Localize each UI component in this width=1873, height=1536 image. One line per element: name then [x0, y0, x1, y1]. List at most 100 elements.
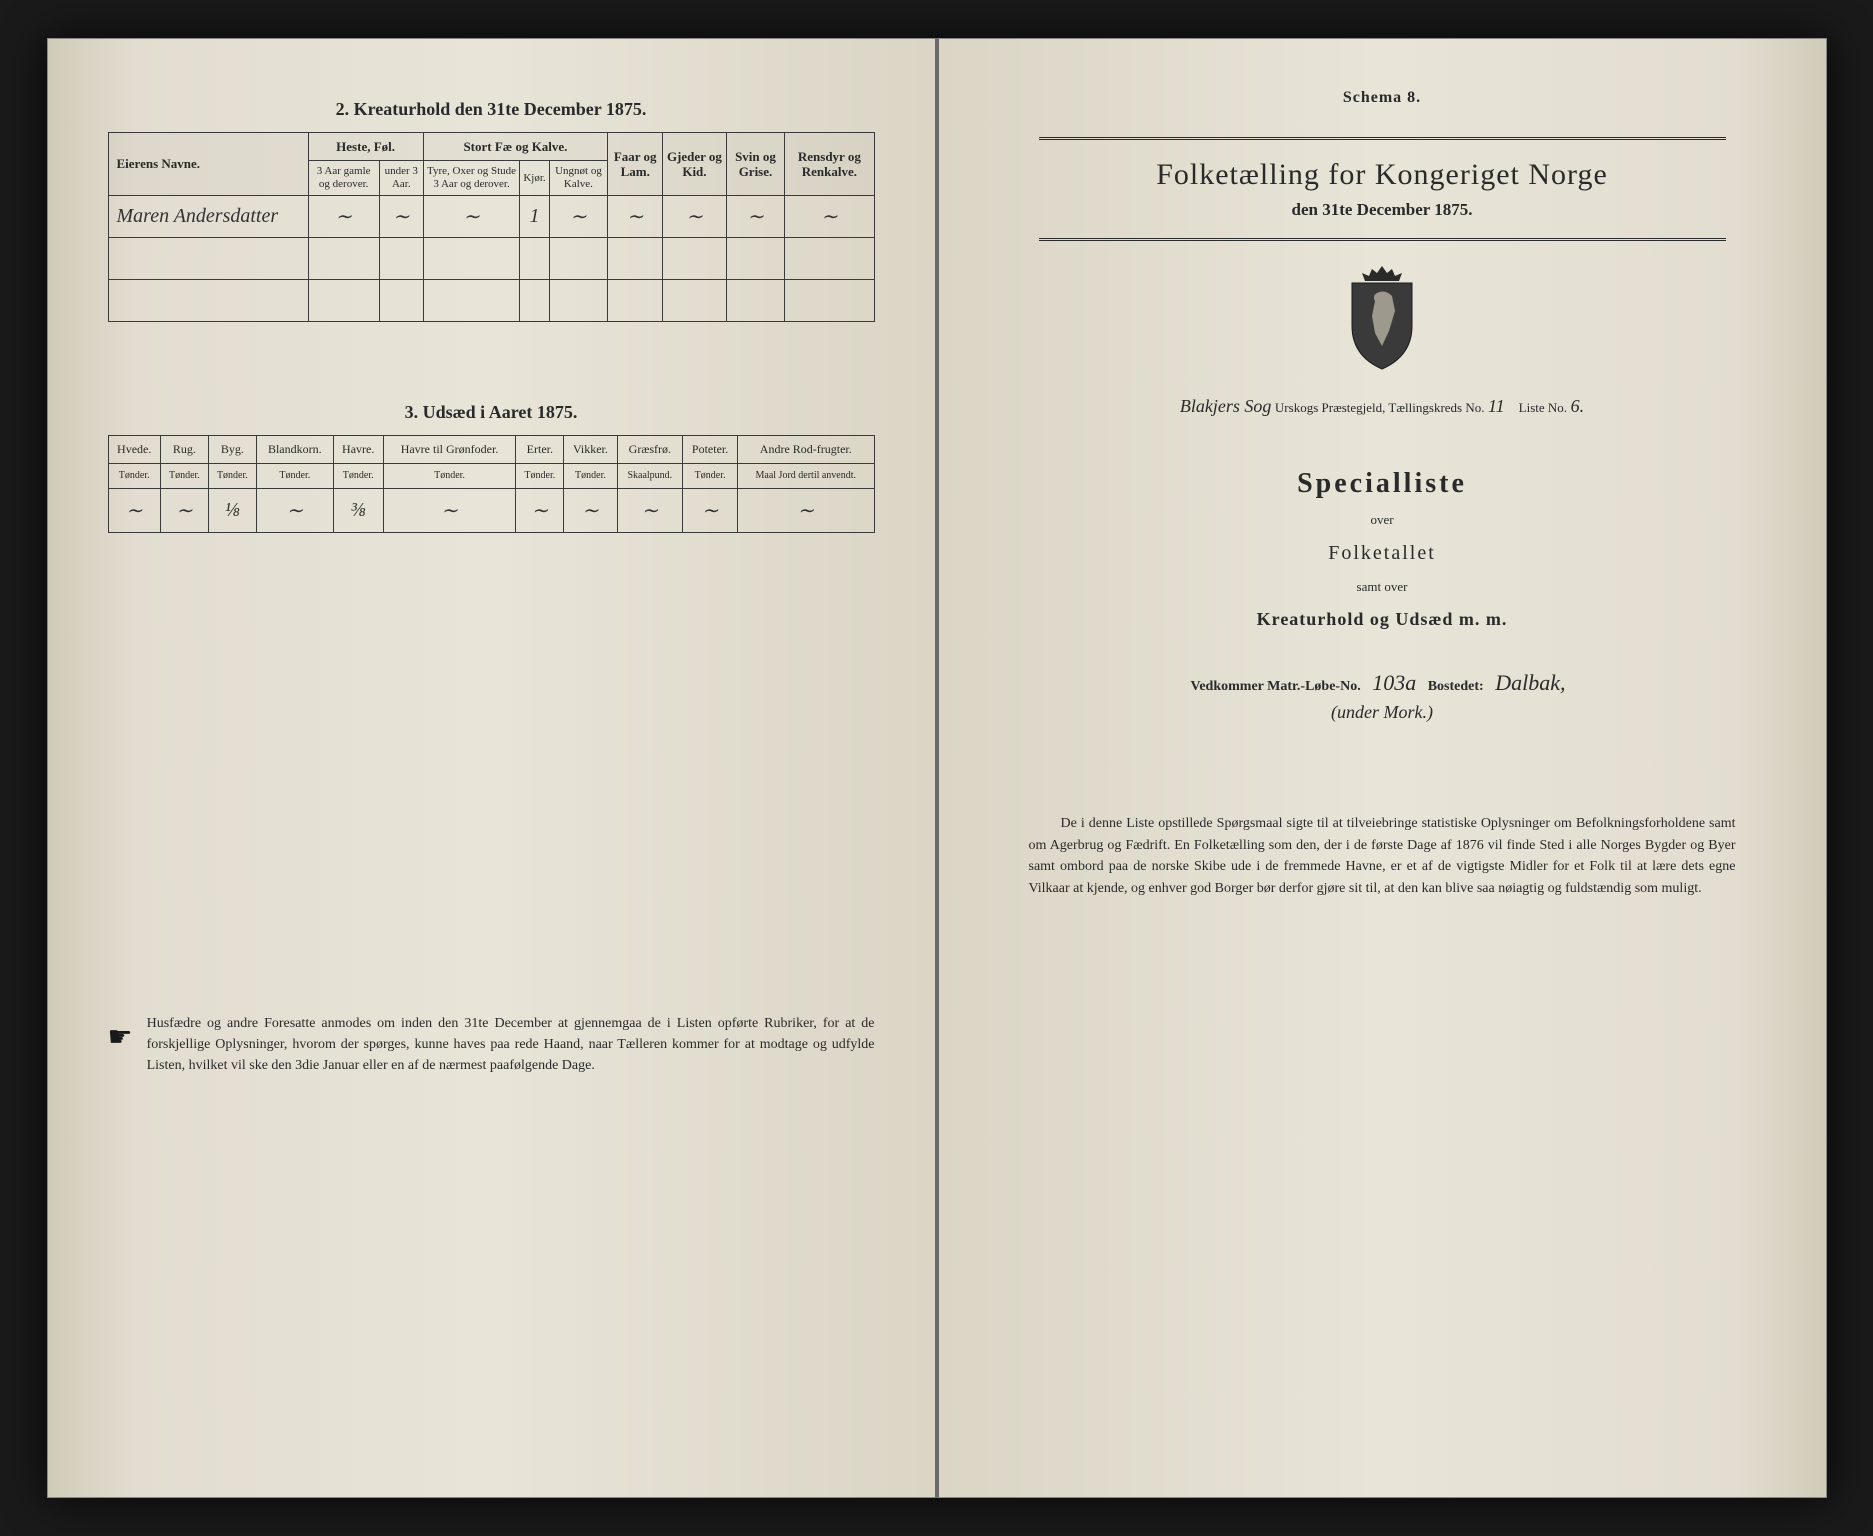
cell: [520, 280, 549, 322]
cell: 1: [520, 196, 549, 238]
unit: Tønder.: [208, 463, 256, 488]
cell: [663, 280, 727, 322]
cell: [785, 238, 874, 280]
left-page: 2. Kreaturhold den 31te December 1875. E…: [47, 38, 937, 1498]
col-sheep: Faar og Lam.: [608, 133, 663, 196]
section3-title: 3. Udsæd i Aaret 1875.: [108, 402, 875, 423]
col: Hvede.: [108, 436, 160, 463]
bosted-label: Bostedet:: [1428, 679, 1484, 694]
cell: ∼: [423, 196, 520, 238]
list-no: 6.: [1571, 396, 1585, 416]
census-title: Folketælling for Kongeriget Norge: [1039, 158, 1726, 192]
col-swine: Svin og Grise.: [726, 133, 785, 196]
unit: Tønder.: [383, 463, 516, 488]
cell: ∼: [726, 196, 785, 238]
table-row: [108, 280, 874, 322]
cell: [608, 238, 663, 280]
table-row: Maren Andersdatter ∼ ∼ ∼ 1 ∼ ∼ ∼ ∼ ∼: [108, 196, 874, 238]
table-row: [108, 238, 874, 280]
col: Poteter.: [683, 436, 738, 463]
table-subheader-row: Tønder. Tønder. Tønder. Tønder. Tønder. …: [108, 463, 874, 488]
cell: [423, 238, 520, 280]
kreatur-label: Kreaturhold og Udsæd m. m.: [999, 609, 1766, 630]
cell: ∼: [617, 488, 683, 532]
cell: ∼: [379, 196, 423, 238]
census-date: den 31te December 1875.: [1039, 200, 1726, 220]
cell: [785, 280, 874, 322]
parish-label: Urskogs Præstegjeld, Tællingskreds No.: [1275, 400, 1485, 415]
cell: ∼: [785, 196, 874, 238]
pointing-hand-icon: ☛: [108, 1017, 133, 1059]
sub-h2: under 3 Aar.: [379, 161, 423, 196]
sub-h5: Ungnøt og Kalve.: [549, 161, 608, 196]
cell: ⅛: [208, 488, 256, 532]
col: Byg.: [208, 436, 256, 463]
col-horses: Heste, Føl.: [308, 133, 423, 161]
cell: [108, 238, 308, 280]
district-no: 11: [1488, 396, 1505, 416]
footnote-text: Husfædre og andre Foresatte anmodes om i…: [147, 1013, 875, 1076]
right-page: Schema 8. Folketælling for Kongeriget No…: [937, 38, 1827, 1498]
samt-label: samt over: [999, 579, 1766, 595]
unit: Tønder.: [683, 463, 738, 488]
owner-name: Maren Andersdatter: [108, 196, 308, 238]
coat-of-arms-icon: [999, 261, 1766, 376]
cell: ∼: [549, 196, 608, 238]
unit: Tønder.: [256, 463, 333, 488]
livestock-table: Eierens Navne. Heste, Føl. Stort Fæ og K…: [108, 132, 875, 322]
sub-h1: 3 Aar gamle og derover.: [308, 161, 379, 196]
cell: [379, 280, 423, 322]
unit: Skaalpund.: [617, 463, 683, 488]
cell: ∼: [608, 196, 663, 238]
footnote: ☛ Husfædre og andre Foresatte anmodes om…: [108, 1013, 875, 1076]
section2-title: 2. Kreaturhold den 31te December 1875.: [108, 99, 875, 120]
title-block: Folketælling for Kongeriget Norge den 31…: [1039, 137, 1726, 241]
table-header-row: Hvede. Rug. Byg. Blandkorn. Havre. Havre…: [108, 436, 874, 463]
cell: ∼: [383, 488, 516, 532]
parish-line: Blakjers Sog Urskogs Præstegjeld, Tællin…: [1039, 396, 1726, 418]
cell: [726, 238, 785, 280]
col: Erter.: [516, 436, 564, 463]
unit: Tønder.: [333, 463, 383, 488]
cell: ∼: [683, 488, 738, 532]
unit: Tønder.: [160, 463, 208, 488]
cell: [549, 280, 608, 322]
matr-no: 103a: [1364, 670, 1424, 695]
cell: ∼: [308, 196, 379, 238]
cell: [549, 238, 608, 280]
sub-h3: Tyre, Oxer og Stude 3 Aar og derover.: [423, 161, 520, 196]
unit: Tønder.: [516, 463, 564, 488]
cell: ∼: [663, 196, 727, 238]
under-farm: (under Mork.): [999, 702, 1766, 723]
specialliste-title: Specialliste: [999, 468, 1766, 500]
bosted-name: Dalbak,: [1487, 670, 1573, 695]
table-header-row: Eierens Navne. Heste, Føl. Stort Fæ og K…: [108, 133, 874, 161]
cell: [308, 238, 379, 280]
cell: [379, 238, 423, 280]
col: Havre.: [333, 436, 383, 463]
cell: ∼: [516, 488, 564, 532]
unit: Tønder.: [108, 463, 160, 488]
unit: Tønder.: [564, 463, 617, 488]
col: Andre Rod-frugter.: [738, 436, 874, 463]
over-label: over: [999, 512, 1766, 528]
list-label: Liste No.: [1519, 400, 1567, 415]
col: Blandkorn.: [256, 436, 333, 463]
col-reindeer: Rensdyr og Renkalve.: [785, 133, 874, 196]
col: Vikker.: [564, 436, 617, 463]
cell: ∼: [108, 488, 160, 532]
cell: ∼: [738, 488, 874, 532]
cell: [308, 280, 379, 322]
sowing-table: Hvede. Rug. Byg. Blandkorn. Havre. Havre…: [108, 435, 875, 532]
table-row: ∼ ∼ ⅛ ∼ ⅜ ∼ ∼ ∼ ∼ ∼ ∼: [108, 488, 874, 532]
col-cattle: Stort Fæ og Kalve.: [423, 133, 608, 161]
cell: ∼: [564, 488, 617, 532]
cell: ⅜: [333, 488, 383, 532]
parish-name: Blakjers Sog: [1180, 396, 1272, 416]
instructions-paragraph: De i denne Liste opstillede Spørgsmaal s…: [1029, 813, 1736, 900]
matr-label: Vedkommer Matr.-Løbe-No.: [1191, 679, 1361, 694]
col: Rug.: [160, 436, 208, 463]
cadastral-line: Vedkommer Matr.-Løbe-No. 103a Bostedet: …: [999, 670, 1766, 696]
cell: ∼: [160, 488, 208, 532]
cell: [520, 238, 549, 280]
